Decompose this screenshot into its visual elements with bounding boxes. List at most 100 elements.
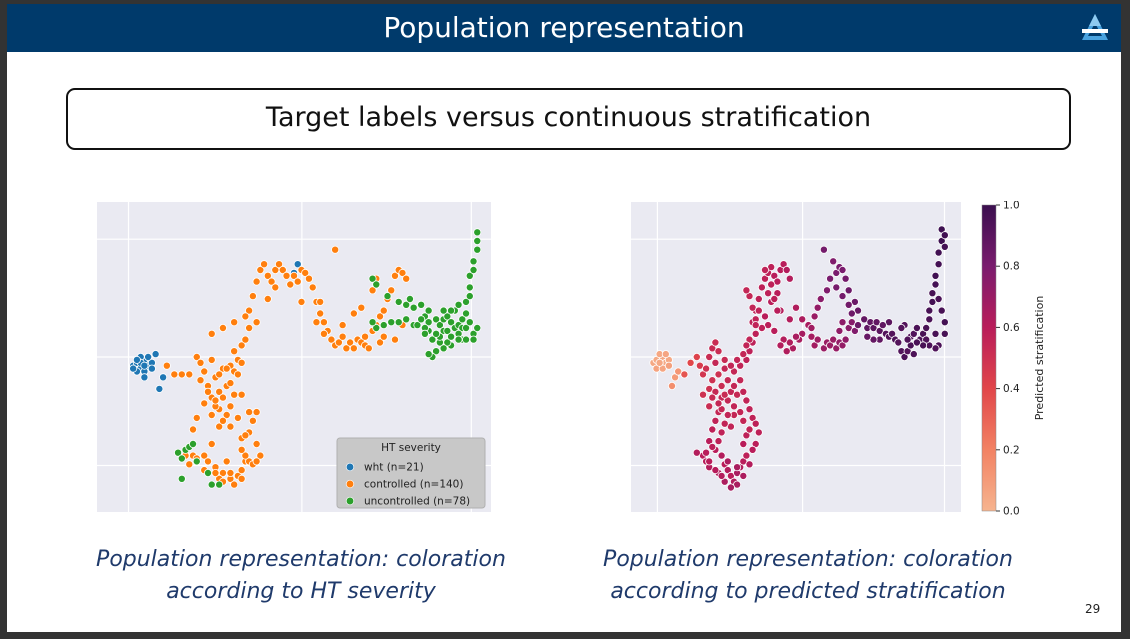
data-point	[405, 295, 414, 304]
data-point	[937, 306, 946, 315]
data-point	[717, 428, 726, 437]
data-point	[241, 335, 250, 344]
data-point	[726, 361, 735, 370]
data-point	[241, 451, 250, 460]
data-point	[147, 364, 156, 373]
legend-marker	[345, 462, 355, 472]
legend-marker	[345, 496, 355, 506]
data-point	[237, 445, 246, 454]
data-point	[196, 376, 205, 385]
colorbar-tick-label: 1.0	[1003, 201, 1020, 212]
data-point	[207, 480, 216, 489]
data-point	[304, 274, 313, 283]
data-point	[708, 442, 717, 451]
data-point	[222, 457, 231, 466]
data-point	[241, 431, 250, 440]
data-point	[822, 286, 831, 295]
data-point	[940, 231, 949, 240]
data-point	[237, 341, 246, 350]
data-point	[424, 306, 433, 315]
data-point	[702, 448, 711, 457]
data-point	[686, 358, 695, 367]
colorbar-gradient	[981, 204, 997, 512]
data-point	[289, 271, 298, 280]
data-point	[711, 466, 720, 475]
data-point	[222, 410, 231, 419]
data-point	[742, 286, 751, 295]
data-point	[699, 390, 708, 399]
data-point	[218, 416, 227, 425]
data-point	[140, 361, 149, 370]
data-point	[368, 318, 377, 327]
data-point	[207, 355, 216, 364]
data-point	[785, 315, 794, 324]
data-point	[293, 260, 302, 269]
subtitle-box: Target labels versus continuous stratifi…	[66, 88, 1071, 150]
data-point	[312, 318, 321, 327]
data-point	[760, 266, 769, 275]
data-point	[791, 303, 800, 312]
data-point	[316, 309, 325, 318]
data-point	[655, 358, 664, 367]
data-point	[711, 358, 720, 367]
data-point	[714, 437, 723, 446]
data-point	[841, 274, 850, 283]
data-point	[420, 329, 429, 338]
data-point	[203, 387, 212, 396]
caption-left-line2: according to HT severity	[166, 579, 436, 604]
data-point	[711, 416, 720, 425]
data-point	[826, 274, 835, 283]
data-point	[189, 439, 198, 448]
data-point	[730, 402, 739, 411]
data-point	[226, 402, 235, 411]
data-point	[730, 381, 739, 390]
data-point	[278, 266, 287, 275]
data-point	[207, 410, 216, 419]
data-point	[912, 324, 921, 333]
data-point	[832, 283, 841, 292]
data-point	[233, 370, 242, 379]
data-point	[402, 300, 411, 309]
data-point	[334, 338, 343, 347]
data-point	[443, 312, 452, 321]
data-point	[458, 315, 467, 324]
data-point	[739, 350, 748, 359]
data-point	[349, 309, 358, 318]
data-point	[664, 361, 673, 370]
data-point	[931, 329, 940, 338]
data-point	[447, 306, 456, 315]
data-point	[394, 318, 403, 327]
data-point	[338, 321, 347, 330]
data-point	[248, 292, 257, 301]
data-point	[751, 419, 760, 428]
data-point	[745, 405, 754, 414]
data-point	[331, 245, 340, 254]
data-point	[853, 321, 862, 330]
data-point	[237, 474, 246, 483]
data-point	[736, 376, 745, 385]
data-point	[177, 474, 186, 483]
data-point	[226, 379, 235, 388]
data-point	[211, 396, 220, 405]
data-point	[720, 355, 729, 364]
data-point	[155, 384, 164, 393]
data-point	[754, 306, 763, 315]
data-point	[469, 266, 478, 275]
data-point	[140, 373, 149, 382]
data-point	[776, 341, 785, 350]
data-point	[394, 297, 403, 306]
data-point	[424, 318, 433, 327]
data-point	[361, 332, 370, 341]
data-point	[252, 457, 261, 466]
data-point	[218, 324, 227, 333]
data-point	[912, 338, 921, 347]
data-point	[402, 315, 411, 324]
data-point	[739, 439, 748, 448]
data-point	[241, 312, 250, 321]
data-point	[462, 324, 471, 333]
data-point	[256, 266, 265, 275]
data-point	[714, 347, 723, 356]
data-point	[424, 350, 433, 359]
data-point	[263, 295, 272, 304]
data-point	[739, 471, 748, 480]
